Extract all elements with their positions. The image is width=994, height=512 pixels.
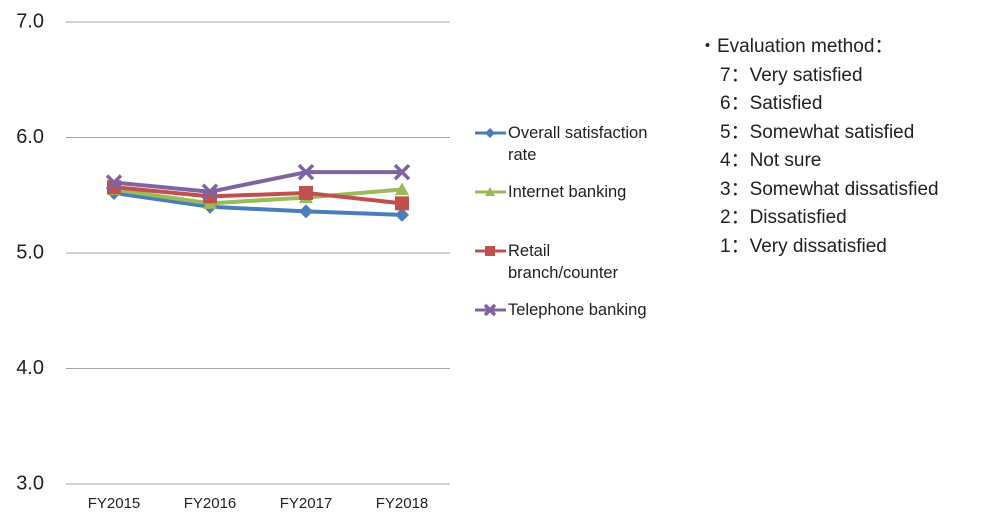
annotation-heading: ・Evaluation method： [698,36,894,57]
annotation-item: 1：Very dissatisfied [720,235,887,257]
legend-swatch [475,303,506,317]
annotation-item: 7：Very satisfied [720,64,863,86]
x-tick-label: FY2016 [184,495,237,512]
series-line [113,187,403,206]
x-tick-label: FY2018 [376,495,429,512]
annotation-item: 5：Somewhat satisfied [720,121,915,143]
y-tick-label: 5.0 [16,241,44,263]
marker [395,196,409,211]
marker [485,246,495,256]
series-line [113,190,403,217]
marker [105,174,123,191]
series-line [113,170,402,194]
legend-swatch [475,128,506,138]
y-tick-label: 7.0 [16,10,44,32]
marker [485,128,495,138]
legend-label: Telephone banking [508,301,647,319]
annotation-item: 4：Not sure [720,150,822,171]
annotation-item: 3：Somewhat dissatisfied [720,178,939,200]
legend-swatch [475,187,506,196]
legend-label: Retail branch/counter [508,242,619,282]
y-tick-label: 6.0 [16,126,44,148]
legend-label: Overall satisfaction rate [508,124,648,164]
series-line [113,185,403,206]
annotation: ・Evaluation method： 7：Very satisfied 6：Sa… [698,33,939,261]
marker [297,163,315,181]
legend-swatch [475,246,506,256]
x-tick-label: FY2015 [88,495,141,512]
y-tick-label: 4.0 [16,357,44,379]
marker [395,207,409,222]
y-tick-label: 3.0 [16,472,44,494]
annotation-item: 6：Satisfied [720,93,823,114]
marker [395,182,409,196]
annotation-item: 2：Dissatisfied [720,207,847,228]
marker [393,163,411,181]
legend-label: Internet banking [508,183,627,201]
marker [485,187,495,196]
marker [299,204,313,219]
marker [299,185,313,200]
marker [201,183,219,201]
x-tick-label: FY2017 [280,495,333,512]
marker [483,303,497,317]
